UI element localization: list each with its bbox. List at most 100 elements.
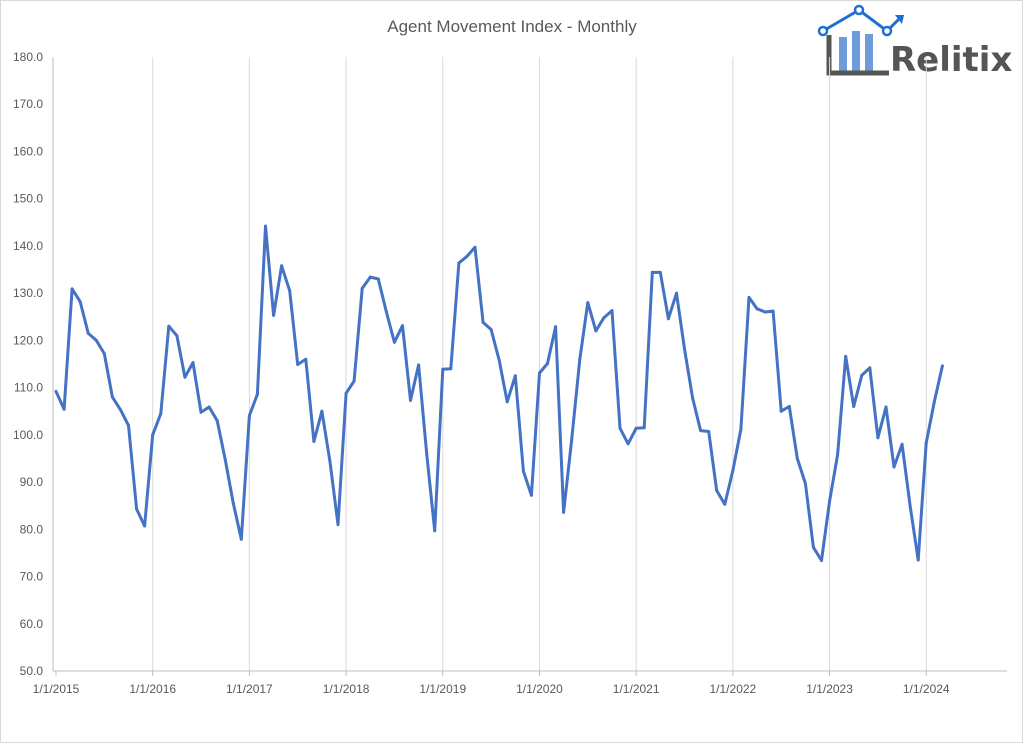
data-point bbox=[352, 379, 356, 383]
data-point bbox=[183, 375, 187, 379]
data-point bbox=[924, 441, 928, 445]
data-point bbox=[771, 309, 775, 313]
data-point bbox=[908, 504, 912, 508]
data-point bbox=[650, 270, 654, 274]
x-tick-label: 1/1/2015 bbox=[33, 682, 80, 696]
data-point bbox=[368, 275, 372, 279]
data-point bbox=[876, 436, 880, 440]
axes bbox=[52, 57, 1007, 676]
data-point bbox=[409, 398, 412, 402]
data-point bbox=[795, 457, 799, 460]
data-point bbox=[489, 328, 493, 331]
vertical-gridlines bbox=[152, 57, 927, 671]
data-point bbox=[884, 405, 888, 409]
data-point bbox=[707, 430, 711, 433]
data-point bbox=[602, 316, 606, 320]
data-point bbox=[102, 352, 106, 356]
y-tick-label: 110.0 bbox=[14, 381, 43, 395]
data-point bbox=[538, 371, 541, 375]
data-point bbox=[763, 310, 767, 314]
y-tick-label: 100.0 bbox=[13, 428, 43, 442]
data-point bbox=[610, 309, 614, 313]
y-tick-label: 160.0 bbox=[13, 144, 43, 158]
data-point bbox=[820, 559, 823, 562]
data-point bbox=[215, 419, 219, 423]
data-point bbox=[683, 347, 686, 351]
data-point bbox=[916, 558, 920, 562]
data-point bbox=[860, 373, 864, 377]
data-point bbox=[159, 412, 163, 416]
data-point bbox=[280, 264, 284, 268]
y-tick-label: 120.0 bbox=[13, 333, 43, 347]
y-tick-label: 60.0 bbox=[20, 617, 44, 631]
data-point bbox=[441, 367, 445, 371]
data-point bbox=[868, 366, 872, 370]
data-point bbox=[699, 429, 703, 433]
y-tick-label: 50.0 bbox=[20, 664, 44, 678]
data-point bbox=[755, 307, 759, 311]
y-tick-label: 90.0 bbox=[20, 475, 44, 489]
y-tick-label: 80.0 bbox=[20, 522, 44, 536]
series-line bbox=[54, 224, 944, 562]
data-point bbox=[231, 501, 235, 505]
data-point bbox=[747, 295, 751, 299]
data-point bbox=[255, 392, 259, 396]
series-layer bbox=[54, 224, 944, 562]
data-point bbox=[135, 507, 139, 511]
data-point bbox=[167, 324, 171, 328]
data-point bbox=[417, 363, 421, 367]
data-point bbox=[554, 325, 558, 329]
data-point bbox=[803, 482, 807, 485]
data-point bbox=[175, 334, 179, 338]
data-point bbox=[119, 408, 122, 412]
data-point bbox=[675, 291, 678, 295]
x-tick-label: 1/1/2018 bbox=[323, 682, 370, 696]
data-point bbox=[151, 433, 155, 437]
data-point bbox=[304, 357, 308, 361]
y-axis-tick-labels: 50.0 60.0 70.0 80.0 90.0 100.0 110.0 120.0 130.0… bbox=[13, 50, 43, 678]
data-point bbox=[94, 338, 98, 342]
data-point bbox=[844, 354, 848, 358]
data-point bbox=[570, 438, 574, 442]
data-point bbox=[787, 405, 791, 408]
data-point bbox=[940, 364, 944, 368]
data-point bbox=[465, 254, 469, 258]
data-point bbox=[127, 423, 130, 427]
y-tick-label: 130.0 bbox=[13, 286, 43, 300]
logo-text: Relitix bbox=[890, 40, 1012, 80]
x-tick-label: 1/1/2024 bbox=[903, 682, 950, 696]
data-point bbox=[344, 391, 348, 395]
data-point bbox=[312, 440, 316, 443]
data-point bbox=[715, 489, 719, 493]
data-point bbox=[264, 224, 267, 228]
data-point bbox=[529, 493, 533, 497]
x-tick-label: 1/1/2020 bbox=[516, 682, 563, 696]
data-point bbox=[731, 468, 735, 472]
x-tick-label: 1/1/2023 bbox=[806, 682, 853, 696]
x-axis-tick-labels: 1/1/2015 1/1/2016 1/1/2017 1/1/2018 1/1/2019… bbox=[33, 682, 950, 696]
data-point bbox=[513, 374, 517, 378]
data-point bbox=[811, 545, 815, 549]
data-point bbox=[223, 457, 227, 461]
data-point bbox=[457, 261, 461, 265]
y-tick-label: 150.0 bbox=[13, 192, 43, 206]
x-tick-label: 1/1/2016 bbox=[129, 682, 176, 696]
data-point bbox=[392, 340, 396, 344]
data-point bbox=[779, 409, 783, 413]
data-point bbox=[143, 524, 147, 528]
data-point bbox=[401, 324, 404, 328]
y-tick-label: 140.0 bbox=[13, 239, 43, 253]
y-tick-label: 180.0 bbox=[13, 50, 43, 64]
data-point bbox=[207, 405, 211, 409]
data-point bbox=[852, 405, 856, 408]
data-point bbox=[199, 410, 203, 414]
data-point bbox=[594, 329, 598, 333]
data-point bbox=[360, 286, 364, 290]
data-point bbox=[473, 245, 477, 249]
data-point bbox=[62, 407, 66, 411]
data-point bbox=[642, 426, 646, 430]
data-point bbox=[828, 499, 832, 503]
data-point bbox=[900, 442, 904, 446]
